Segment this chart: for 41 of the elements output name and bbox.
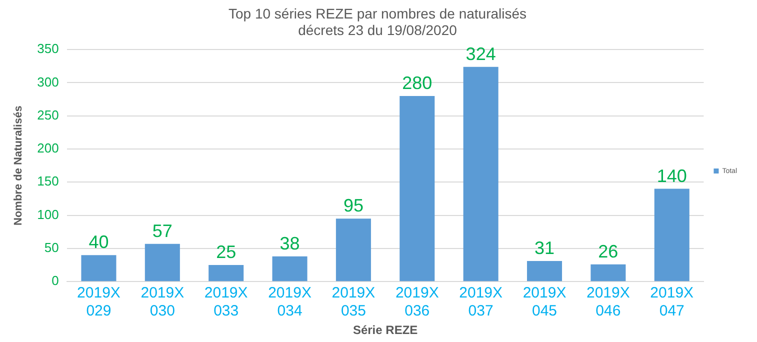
data-label: 57 (152, 220, 172, 241)
y-tick-label: 0 (52, 273, 59, 288)
x-tick-label: 2019X 046 (586, 284, 630, 320)
data-label: 31 (534, 238, 555, 258)
bar (208, 265, 244, 282)
y-axis-title: Nombre de Naturalisés (12, 106, 25, 226)
data-label: 95 (343, 196, 364, 216)
y-tick-label: 250 (37, 107, 59, 122)
data-label: 280 (402, 72, 432, 93)
bar (654, 188, 690, 282)
x-tick-label: 2019X 030 (140, 284, 184, 320)
bar (526, 261, 562, 282)
y-tick-label: 200 (37, 140, 59, 156)
bar (463, 66, 498, 282)
x-tick-label: 2019X 037 (459, 284, 503, 320)
y-tick-label: 50 (44, 240, 59, 256)
bar (81, 255, 116, 282)
y-tick-label: 300 (37, 74, 59, 90)
x-tick-label: 2019X 045 (522, 284, 566, 320)
x-tick-label: 2019X 036 (395, 284, 439, 320)
x-axis-title: Série REZE (352, 323, 418, 338)
bar (336, 218, 371, 282)
bar (400, 96, 435, 282)
chart-title: Top 10 séries REZE par nombres de naturalisés décrets 23 du 19/08/2020 (228, 5, 527, 38)
data-label: 25 (216, 242, 236, 262)
bar (272, 256, 308, 282)
x-tick-label: 2019X 029 (77, 284, 120, 320)
bar (590, 264, 626, 282)
data-label: 40 (88, 232, 109, 252)
data-label: 38 (280, 233, 300, 254)
x-tick-label: 2019X 034 (268, 284, 312, 320)
data-label: 26 (598, 241, 618, 262)
data-label: 324 (466, 44, 496, 64)
y-tick-label: 100 (37, 206, 59, 222)
data-label: 140 (656, 166, 687, 186)
y-tick-label: 150 (37, 174, 59, 189)
x-tick-label: 2019X 033 (204, 284, 248, 320)
x-tick-label: 2019X 035 (332, 284, 376, 320)
y-tick-label: 350 (37, 41, 59, 56)
bar (144, 244, 180, 282)
x-tick-label: 2019X 047 (650, 284, 694, 320)
